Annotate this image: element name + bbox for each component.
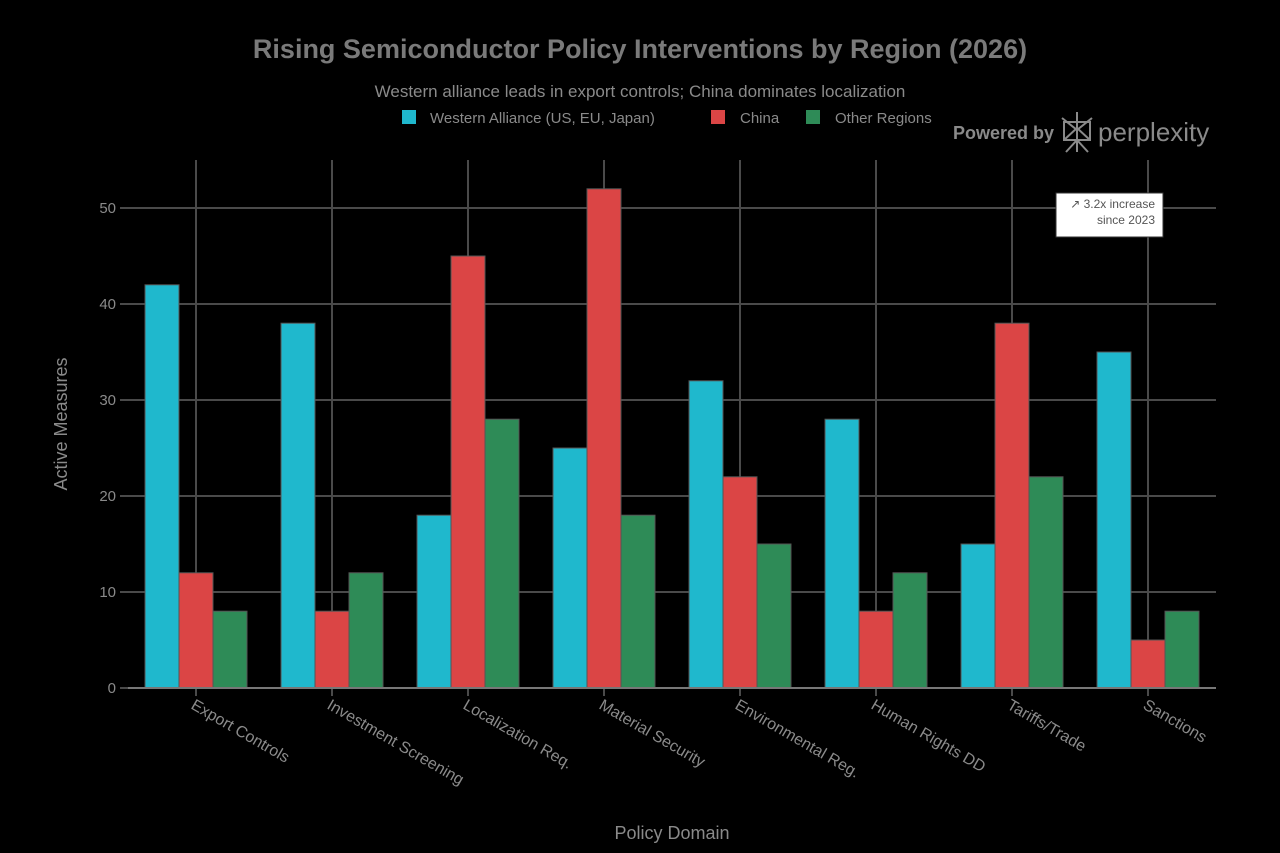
x-axis-title: Policy Domain: [614, 823, 729, 843]
y-tick-label: 20: [99, 488, 116, 505]
bar-western-6: [960, 543, 996, 689]
y-tick-label: 50: [99, 200, 116, 217]
bar-western-4: [688, 380, 724, 689]
bar-other-6: [1028, 476, 1064, 689]
chart-title: Rising Semiconductor Policy Intervention…: [253, 34, 1027, 64]
powered-by-label: Powered by: [953, 123, 1054, 143]
bar-china-0: [178, 572, 214, 689]
legend-swatch-china: [711, 110, 725, 124]
legend-swatch-western: [402, 110, 416, 124]
bar-western-3: [552, 447, 588, 689]
x-axis-ticks: Export Controls Investment ScreeningLocal…: [188, 697, 1209, 789]
annotation-box: ↗ 3.2x increase since 2023: [1055, 192, 1164, 238]
legend-label-western: Western Alliance (US, EU, Japan): [430, 110, 655, 127]
y-tick-label: 10: [99, 584, 116, 601]
bars: [144, 188, 1200, 689]
bar-western-2: [416, 514, 452, 689]
bar-other-2: [484, 418, 520, 689]
x-tick-label: Sanctions: [1140, 697, 1209, 747]
bar-china-1: [314, 610, 350, 689]
bar-china-3: [586, 188, 622, 689]
annotation-line-2: since 2023: [1097, 213, 1155, 227]
bar-western-0: [144, 284, 180, 689]
x-tick-label: Localization Req.: [460, 697, 575, 773]
legend-label-china: China: [740, 110, 780, 127]
bar-other-1: [348, 572, 384, 689]
x-tick-label: Tariffs/Trade: [1004, 697, 1089, 756]
y-tick-label: 30: [99, 392, 116, 409]
perplexity-logo-icon: [1061, 112, 1093, 153]
legend-swatch-other: [806, 110, 820, 124]
y-tick-label: 40: [99, 296, 116, 313]
x-tick-label: Human Rights DD: [868, 697, 988, 776]
bar-china-4: [722, 476, 758, 689]
bar-other-5: [892, 572, 928, 689]
bar-western-5: [824, 418, 860, 689]
y-axis-ticks: 0 10 20 30 40 50: [99, 200, 128, 697]
x-tick-label: Export Controls: [188, 697, 292, 767]
bar-china-5: [858, 610, 894, 689]
y-axis-title: Active Measures: [51, 357, 71, 490]
x-tick-label: Investment Screening: [324, 697, 467, 789]
bar-other-0: [212, 610, 248, 689]
annotation-line-1: ↗ 3.2x increase: [1070, 197, 1155, 211]
bar-other-7: [1164, 610, 1200, 689]
bar-china-6: [994, 322, 1030, 689]
bar-china-7: [1130, 639, 1166, 689]
x-tick-label: Material Security: [596, 697, 708, 771]
annotation-background: [1055, 192, 1164, 238]
y-tick-label: 0: [108, 680, 116, 697]
x-tick-label: Environmental Reg.: [732, 697, 862, 782]
brand-name: perplexity: [1098, 117, 1209, 147]
legend-label-other: Other Regions: [835, 110, 932, 127]
legend: Western Alliance (US, EU, Japan) China O…: [402, 110, 932, 127]
bar-other-3: [620, 514, 656, 689]
bar-other-4: [756, 543, 792, 689]
branding: Powered by perplexity: [953, 112, 1209, 153]
bar-china-2: [450, 255, 486, 689]
bar-western-7: [1096, 351, 1132, 689]
bar-western-1: [280, 322, 316, 689]
chart-subtitle: Western alliance leads in export control…: [375, 82, 906, 101]
